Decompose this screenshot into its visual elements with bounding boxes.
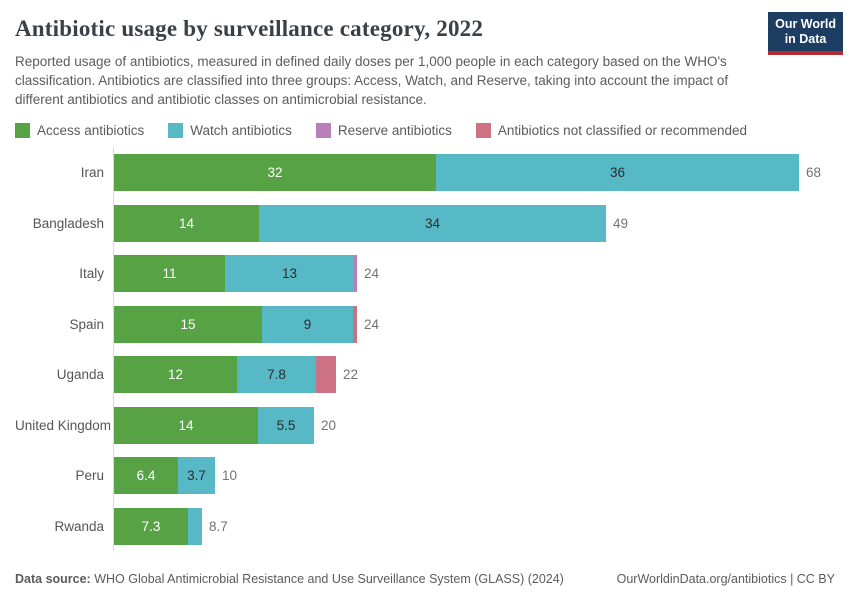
segment-value-label: 15 — [180, 316, 196, 332]
bar-row: Uganda 12 7.8 22 — [15, 349, 835, 400]
owid-logo[interactable]: Our World in Data — [768, 12, 843, 55]
bar-row: Spain 15 9 24 — [15, 298, 835, 350]
bar-row: Bangladesh 14 34 49 — [15, 197, 835, 249]
country-label[interactable]: Peru — [75, 468, 104, 484]
bar-total-label: 68 — [806, 165, 822, 181]
bar-track: 12 7.8 22 — [113, 349, 835, 400]
bar-segment-watch[interactable]: 34 — [259, 204, 606, 242]
bar-segment-watch[interactable]: 36 — [436, 154, 799, 192]
chart-header: Antibiotic usage by surveillance categor… — [15, 12, 843, 109]
segment-value-label: 7.3 — [141, 518, 161, 534]
legend-label: Watch antibiotics — [190, 123, 292, 139]
bar-segment-notrec[interactable] — [353, 305, 357, 343]
legend-item[interactable]: Antibiotics not classified or recommende… — [475, 123, 748, 139]
bar-segment-access[interactable]: 6.4 — [114, 457, 178, 495]
bar-track: 6.4 3.7 10 — [113, 450, 835, 501]
segment-value-label: 3.7 — [187, 468, 206, 484]
segment-value-label: 32 — [267, 165, 283, 181]
bar-row: Rwanda 7.3 8.7 — [15, 500, 835, 552]
data-source-note: Data source: WHO Global Antimicrobial Re… — [15, 572, 564, 586]
country-label[interactable]: Rwanda — [54, 518, 104, 534]
bar-track: 11 13 24 — [113, 248, 835, 299]
segment-value-label: 11 — [162, 266, 177, 282]
bar-row: Iran 32 36 68 — [15, 147, 835, 198]
bar-track: 14 34 49 — [113, 197, 835, 249]
bar-total-label: 24 — [364, 266, 380, 282]
chart-subtitle: Reported usage of antibiotics, measured … — [15, 54, 729, 108]
legend-label: Antibiotics not classified or recommende… — [497, 123, 748, 139]
bar-total-label: 22 — [343, 367, 359, 383]
legend-swatch-icon — [315, 123, 331, 139]
bar-segment-access[interactable]: 7.3 — [114, 507, 188, 545]
country-label[interactable]: Iran — [80, 165, 104, 181]
bar-segment-access[interactable]: 14 — [114, 406, 258, 444]
segment-value-label: 12 — [167, 367, 184, 383]
bar-track: 32 36 68 — [113, 147, 835, 198]
bar-track: 7.3 8.7 — [113, 500, 835, 552]
legend-item[interactable]: Access antibiotics — [15, 123, 145, 139]
bar-row: United Kingdom 14 5.5 20 — [15, 399, 835, 451]
country-label[interactable]: United Kingdom — [15, 417, 112, 433]
bar-segment-access[interactable]: 15 — [114, 305, 262, 343]
owid-citation-link[interactable]: OurWorldinData.org/antibiotics | CC BY — [616, 572, 835, 586]
bar-segment-access[interactable]: 11 — [114, 255, 225, 293]
owid-logo-line2: in Data — [784, 32, 827, 46]
legend: Access antibiotics Watch antibiotics Res… — [15, 123, 835, 139]
bar-total-label: 10 — [222, 468, 238, 484]
segment-value-label: 14 — [178, 417, 194, 433]
page-title: Antibiotic usage by surveillance categor… — [15, 16, 484, 41]
bar-total-label: 20 — [321, 417, 337, 433]
bar-segment-notrec[interactable] — [316, 356, 336, 394]
segment-value-label: 36 — [609, 165, 626, 181]
segment-value-label: 34 — [424, 215, 441, 231]
bar-segment-access[interactable]: 12 — [114, 356, 237, 394]
segment-value-label: 6.4 — [136, 468, 156, 484]
legend-swatch-icon — [475, 123, 491, 139]
country-label[interactable]: Spain — [69, 316, 104, 332]
bar-segment-access[interactable]: 32 — [114, 154, 436, 192]
country-label[interactable]: Italy — [79, 266, 104, 282]
bar-total-label: 8.7 — [209, 518, 228, 534]
segment-value-label: 14 — [178, 215, 195, 231]
owid-logo-line1: Our World — [775, 17, 836, 31]
stacked-bar-chart: Iran 32 36 68 Bangladesh 14 34 49 Italy 11 13… — [15, 147, 835, 552]
bar-track: 15 9 24 — [113, 298, 835, 350]
bar-segment-watch[interactable]: 5.5 — [258, 406, 314, 444]
segment-value-label: 5.5 — [276, 417, 296, 433]
data-source-prefix: Data source: — [15, 572, 91, 586]
legend-item[interactable]: Reserve antibiotics — [315, 123, 452, 139]
country-label[interactable]: Bangladesh — [32, 215, 104, 231]
bar-segment-watch[interactable] — [188, 507, 202, 545]
bar-segment-watch[interactable]: 9 — [262, 305, 353, 343]
segment-value-label: 13 — [281, 266, 298, 282]
bar-segment-access[interactable]: 14 — [114, 204, 259, 242]
legend-swatch-icon — [168, 123, 184, 139]
footer: Data source: WHO Global Antimicrobial Re… — [15, 572, 835, 586]
bar-row: Peru 6.4 3.7 10 — [15, 450, 835, 501]
bar-segment-reserve[interactable] — [354, 255, 357, 293]
bar-segment-watch[interactable]: 13 — [225, 255, 354, 293]
legend-label: Reserve antibiotics — [337, 123, 452, 139]
country-label[interactable]: Uganda — [56, 367, 104, 383]
legend-swatch-icon — [15, 123, 30, 139]
segment-value-label: 7.8 — [267, 367, 286, 383]
legend-label: Access antibiotics — [37, 123, 145, 139]
bar-segment-watch[interactable]: 7.8 — [237, 356, 316, 394]
bar-track: 14 5.5 20 — [113, 399, 835, 451]
segment-value-label: 9 — [303, 316, 312, 332]
bar-segment-watch[interactable]: 3.7 — [178, 457, 215, 495]
bar-row: Italy 11 13 24 — [15, 248, 835, 299]
legend-item[interactable]: Watch antibiotics — [168, 123, 292, 139]
data-source-text: WHO Global Antimicrobial Resistance and … — [94, 572, 564, 586]
bar-total-label: 24 — [364, 316, 380, 332]
bar-total-label: 49 — [613, 215, 629, 231]
